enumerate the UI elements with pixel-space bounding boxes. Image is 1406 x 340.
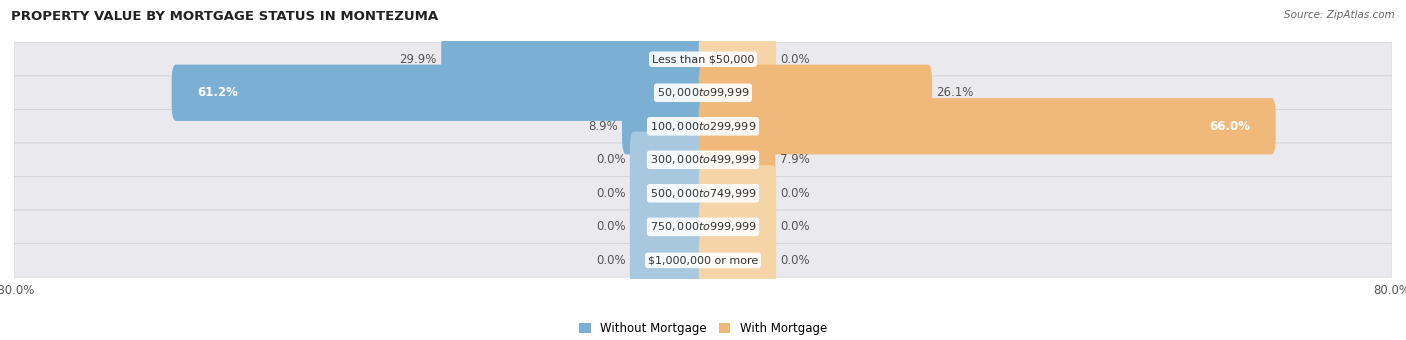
Text: Source: ZipAtlas.com: Source: ZipAtlas.com — [1284, 10, 1395, 20]
FancyBboxPatch shape — [14, 109, 1392, 143]
FancyBboxPatch shape — [699, 98, 1275, 154]
Text: 66.0%: 66.0% — [1209, 120, 1250, 133]
FancyBboxPatch shape — [14, 243, 1392, 277]
FancyBboxPatch shape — [621, 98, 707, 154]
Text: $100,000 to $299,999: $100,000 to $299,999 — [650, 120, 756, 133]
Text: 0.0%: 0.0% — [780, 220, 810, 233]
Text: $500,000 to $749,999: $500,000 to $749,999 — [650, 187, 756, 200]
FancyBboxPatch shape — [699, 31, 776, 87]
Text: $50,000 to $99,999: $50,000 to $99,999 — [657, 86, 749, 99]
FancyBboxPatch shape — [699, 132, 775, 188]
FancyBboxPatch shape — [699, 165, 776, 221]
Text: 0.0%: 0.0% — [596, 220, 626, 233]
Legend: Without Mortgage, With Mortgage: Without Mortgage, With Mortgage — [574, 317, 832, 340]
FancyBboxPatch shape — [699, 65, 932, 121]
Text: $1,000,000 or more: $1,000,000 or more — [648, 255, 758, 265]
Text: Less than $50,000: Less than $50,000 — [652, 54, 754, 64]
Text: 8.9%: 8.9% — [588, 120, 617, 133]
FancyBboxPatch shape — [441, 31, 707, 87]
FancyBboxPatch shape — [630, 165, 707, 221]
Text: 0.0%: 0.0% — [596, 153, 626, 166]
Text: 0.0%: 0.0% — [780, 187, 810, 200]
FancyBboxPatch shape — [630, 132, 707, 188]
FancyBboxPatch shape — [14, 42, 1392, 76]
Text: 7.9%: 7.9% — [780, 153, 810, 166]
FancyBboxPatch shape — [14, 76, 1392, 109]
Text: 0.0%: 0.0% — [596, 187, 626, 200]
Text: 61.2%: 61.2% — [197, 86, 239, 99]
FancyBboxPatch shape — [172, 65, 707, 121]
Text: PROPERTY VALUE BY MORTGAGE STATUS IN MONTEZUMA: PROPERTY VALUE BY MORTGAGE STATUS IN MON… — [11, 10, 439, 23]
FancyBboxPatch shape — [14, 210, 1392, 243]
Text: 0.0%: 0.0% — [596, 254, 626, 267]
Text: 29.9%: 29.9% — [399, 53, 437, 66]
Text: 26.1%: 26.1% — [936, 86, 974, 99]
FancyBboxPatch shape — [699, 199, 776, 255]
Text: $300,000 to $499,999: $300,000 to $499,999 — [650, 153, 756, 166]
Text: 0.0%: 0.0% — [780, 254, 810, 267]
FancyBboxPatch shape — [14, 143, 1392, 176]
Text: $750,000 to $999,999: $750,000 to $999,999 — [650, 220, 756, 233]
FancyBboxPatch shape — [14, 176, 1392, 210]
FancyBboxPatch shape — [699, 232, 776, 289]
FancyBboxPatch shape — [630, 232, 707, 289]
Text: 0.0%: 0.0% — [780, 53, 810, 66]
FancyBboxPatch shape — [630, 199, 707, 255]
